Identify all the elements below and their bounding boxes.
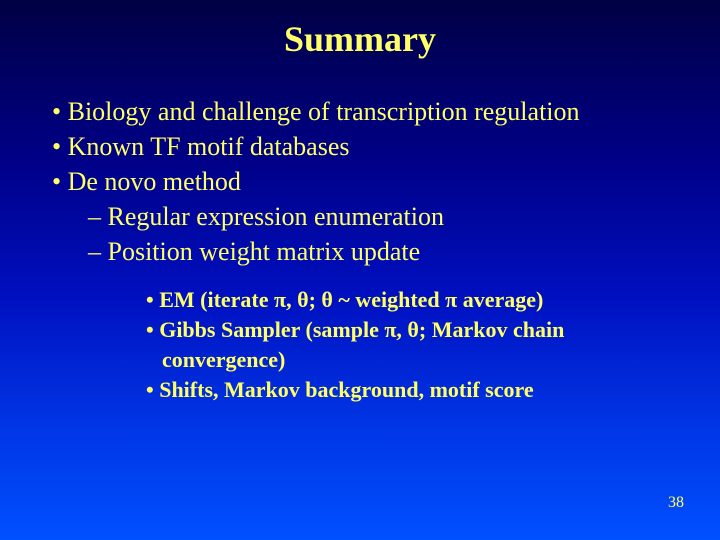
bullet-level1: Known TF motif databases [42, 129, 690, 164]
slide-body: Biology and challenge of transcription r… [0, 70, 720, 404]
bullet-level3: Shifts, Markov background, motif score [42, 375, 690, 405]
page-number: 38 [668, 494, 684, 512]
bullet-level2: Position weight matrix update [42, 234, 690, 269]
bullet-level1: Biology and challenge of transcription r… [42, 94, 690, 129]
bullet-level3: EM (iterate π, θ; θ ~ weighted π average… [42, 285, 690, 315]
sub-bullet-group: EM (iterate π, θ; θ ~ weighted π average… [42, 285, 690, 404]
slide-title: Summary [0, 0, 720, 70]
bullet-level1: De novo method [42, 164, 690, 199]
bullet-level2: Regular expression enumeration [42, 199, 690, 234]
bullet-level3: Gibbs Sampler (sample π, θ; Markov chain… [42, 315, 690, 374]
